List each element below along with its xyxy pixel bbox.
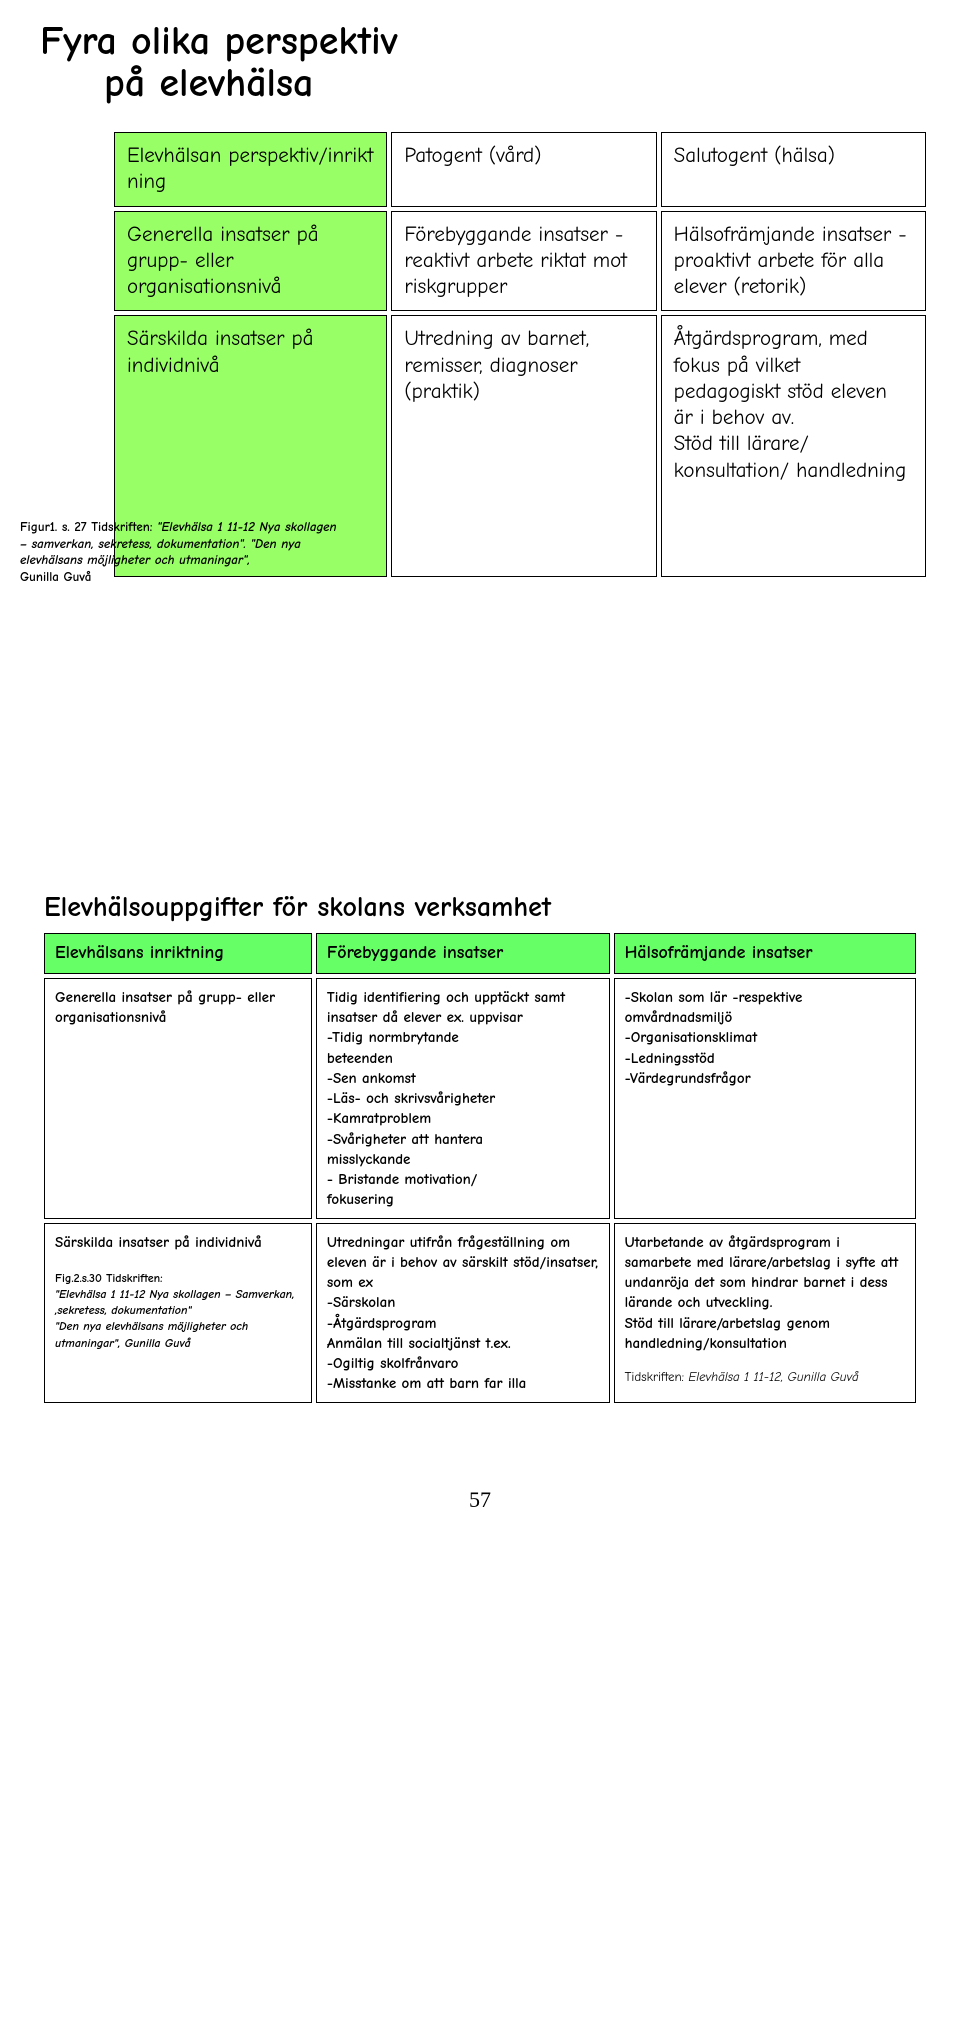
perspectives-table: Elevhälsan perspektiv/inrikt ning Patoge… xyxy=(110,128,930,581)
citation-figure-1: Figur1. s. 27 Tidskriften: "Elevhälsa 1 … xyxy=(20,520,340,588)
t2-r2c1: Utredningar utifrån frågeställning om el… xyxy=(316,1223,610,1403)
t2-r2c0-text: Särskilda insatser på individnivå xyxy=(55,1233,262,1251)
table-row: Generella insatser på grupp- eller organ… xyxy=(114,211,926,312)
t2-r2c2-citation: Tidskriften: Elevhälsa 1 11-12, Gunilla … xyxy=(625,1369,905,1387)
t2-r2c2-main: Utarbetande av åtgärdsprogram i samarbet… xyxy=(625,1232,905,1354)
t2-r1c2: -Skolan som lär -respektive omvårdnadsmi… xyxy=(614,978,916,1219)
table-row: Särskilda insatser på individnivå Fig.2.… xyxy=(44,1223,916,1403)
t2-r2c2: Utarbetande av åtgärdsprogram i samarbet… xyxy=(614,1223,916,1403)
t2-r0c1: Förebyggande insatser xyxy=(316,933,610,974)
title1-line2: på elevhälsa xyxy=(104,60,313,106)
table-row: Elevhälsans inriktning Förebyggande insa… xyxy=(44,933,916,974)
cite2-quote2: "Den nya elevhälsans möjligheter och utm… xyxy=(55,1319,248,1349)
citation-figure-2: Fig.2.s.30 Tidskriften: "Elevhälsa 1 11-… xyxy=(55,1270,301,1351)
cite1-lead: Figur1. s. 27 Tidskriften: xyxy=(20,520,157,535)
t2-r0c2: Hälsofrämjande insatser xyxy=(614,933,916,974)
t1-r2c1: Utredning av barnet, remisser, diagnoser… xyxy=(391,315,656,577)
t1-r1c0: Generella insatser på grupp- eller organ… xyxy=(114,211,387,312)
cite2-quote1: "Elevhälsa 1 11-12 Nya skollagen – Samve… xyxy=(55,1287,295,1317)
t1-r2c2: Åtgärdsprogram, med fokus på vilket peda… xyxy=(661,315,926,577)
cite1-author: Gunilla Guvå xyxy=(20,570,91,585)
t1-r1c2: Hälsofrämjande insatser - proaktivt arbe… xyxy=(661,211,926,312)
t2-r2c2-cite-lead: Tidskriften: xyxy=(625,1370,689,1385)
t1-r0c0: Elevhälsan perspektiv/inrikt ning xyxy=(114,132,387,207)
t2-r1c0: Generella insatser på grupp- eller organ… xyxy=(44,978,312,1219)
t1-r1c1: Förebyggande insatser - reaktivt arbete … xyxy=(391,211,656,312)
table-row: Elevhälsan perspektiv/inrikt ning Patoge… xyxy=(114,132,926,207)
tasks-table: Elevhälsans inriktning Förebyggande insa… xyxy=(40,929,920,1406)
t2-r2c0: Särskilda insatser på individnivå Fig.2.… xyxy=(44,1223,312,1403)
table-row: Generella insatser på grupp- eller organ… xyxy=(44,978,916,1219)
t2-r2c2-cite-title: Elevhälsa 1 11-12, Gunilla Guvå xyxy=(688,1370,858,1385)
title1-line1: Fyra olika perspektiv xyxy=(40,18,398,64)
page-number: 57 xyxy=(40,1487,920,1513)
section-1-title: Fyra olika perspektiv på elevhälsa xyxy=(40,20,920,104)
t1-r0c1: Patogent (vård) xyxy=(391,132,656,207)
t2-r1c1: Tidig identifiering och upptäckt samt in… xyxy=(316,978,610,1219)
cite2-lead: Fig.2.s.30 Tidskriften: xyxy=(55,1271,163,1285)
t2-r0c0: Elevhälsans inriktning xyxy=(44,933,312,974)
t1-r0c2: Salutogent (hälsa) xyxy=(661,132,926,207)
section-2-title: Elevhälsouppgifter för skolans verksamhe… xyxy=(44,891,920,923)
